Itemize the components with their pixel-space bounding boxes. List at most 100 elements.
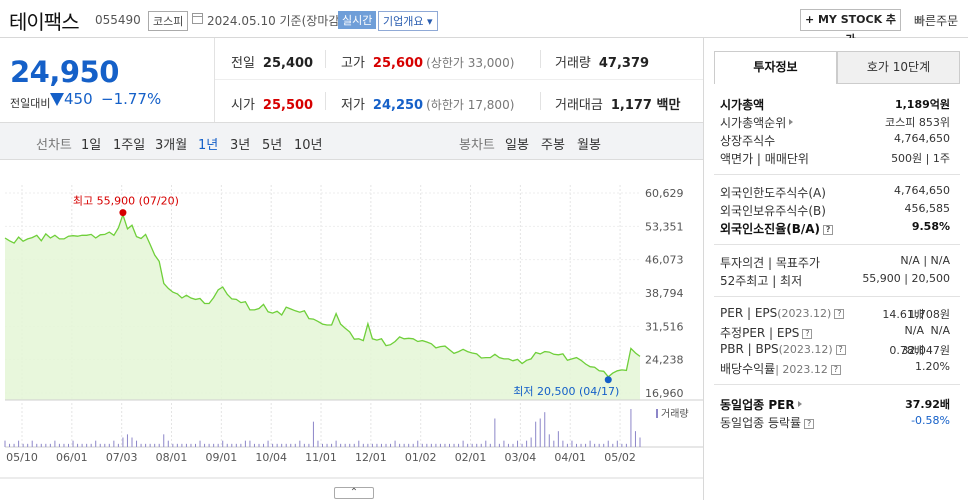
triangle-right-icon[interactable] — [789, 119, 794, 125]
high-marker — [119, 209, 127, 217]
quick-order-button[interactable]: 빠른주문 — [914, 14, 959, 28]
info-value: 1,708원 — [908, 308, 950, 321]
info-label-text: 시가총액 — [720, 98, 765, 112]
help-icon[interactable]: ? — [823, 225, 834, 235]
info-label: 배당수익률| 2023.12? — [720, 360, 841, 377]
tab-candle-weekly[interactable]: 주봉 — [541, 138, 565, 153]
info-label-text: PER | EPS — [720, 306, 778, 320]
info-label-text: 상장주식수 — [720, 134, 776, 148]
change-value: 450 — [64, 90, 93, 108]
info-value-primary: N/A — [904, 324, 924, 337]
divider — [325, 50, 326, 68]
info-value: 32,047원 — [901, 344, 950, 357]
x-tick-label: 05/10 — [6, 451, 38, 464]
info-label-text: 배당수익률 — [720, 362, 776, 376]
price-line — [4, 212, 641, 378]
collapse-button[interactable]: ⌃ — [334, 487, 374, 499]
x-tick-label: 07/03 — [106, 451, 138, 464]
change-label: 전일대비 — [10, 97, 51, 110]
tab-investment-info[interactable]: 투자정보 — [714, 51, 837, 84]
info-value-primary: 0.78배 — [889, 344, 924, 357]
tab-period-1w[interactable]: 1주일 — [113, 138, 146, 153]
chart-period-tabs: 선차트 1일 1주일 3개월 1년 3년 5년 10년 봉차트 일봉 주봉 월봉 — [0, 122, 703, 160]
stock-header: 테이팩스 055490 코스피 2024.05.10 기준(장마감) 실시간 기… — [0, 0, 968, 46]
price-chart[interactable]: 60,629 53,351 46,073 38,794 31,516 24,238 16,9… — [0, 160, 703, 500]
help-icon[interactable]: ? — [804, 419, 815, 429]
info-label-text: 52주최고 | 최저 — [720, 274, 803, 288]
info-row: 시가총액순위 코스피 853위 — [714, 114, 960, 132]
tab-line-chart[interactable]: 선차트 — [36, 138, 72, 153]
triangle-right-icon[interactable] — [797, 401, 802, 407]
info-label: 상장주식수 — [720, 132, 775, 149]
info-value: 55,900 | 20,500 — [862, 272, 950, 285]
info-row: 52주최고 | 최저 55,900 | 20,500 — [714, 272, 960, 290]
price-box: 24,950 전일대비 450 −1.77% — [0, 38, 215, 122]
tab-candle-chart[interactable]: 봉차트 — [459, 138, 495, 153]
info-label: 외국인소진율(B/A)? — [720, 220, 834, 237]
info-label-text: 외국인소진율(B/A) — [720, 222, 821, 236]
info-section: 시가총액 1,189억원 시가총액순위 코스피 853위 상장주식수 4,764,650 액… — [714, 96, 960, 175]
info-label: 외국인보유주식수(B) — [720, 202, 826, 219]
info-label: 52주최고 | 최저 — [720, 272, 802, 289]
divider — [325, 92, 326, 110]
realtime-badge[interactable]: 실시간 — [338, 11, 377, 29]
tab-candle-daily[interactable]: 일봉 — [505, 138, 529, 153]
x-tick-label: 04/01 — [554, 451, 586, 464]
info-row: 외국인소진율(B/A)? 9.58% — [714, 220, 960, 238]
info-label: 액면가 | 매매단위 — [720, 150, 809, 167]
info-label: 시가총액 — [720, 96, 764, 113]
add-my-stock-button[interactable]: + MY STOCK 추가 — [800, 9, 901, 46]
x-tick-label: 06/01 — [56, 451, 88, 464]
info-label: 투자의견 | 목표주가 — [720, 254, 820, 271]
price-area — [5, 214, 640, 400]
company-overview-dropdown[interactable]: 기업개요 ▾ — [378, 11, 438, 31]
info-row: 액면가 | 매매단위 500원 | 1주 — [714, 150, 960, 168]
info-row: 외국인보유주식수(B) 456,585 — [714, 202, 960, 220]
help-icon[interactable]: ? — [835, 345, 846, 355]
x-tick-label: 03/04 — [505, 451, 537, 464]
info-label-period: (2023.12) — [777, 307, 832, 320]
stats-row-1: 전일 25,400 고가 25,600 (상한가 33,000) 거래량 47,379 — [215, 38, 703, 80]
info-label: 동일업종 등락률? — [720, 414, 815, 431]
info-label-period: | 2023.12 — [775, 363, 828, 376]
high-label: 최고 55,900 (07/20) — [73, 195, 179, 208]
info-row: 투자의견 | 목표주가 N/A | N/A — [714, 254, 960, 272]
low-label: 최저 20,500 (04/17) — [513, 385, 619, 398]
info-section: 투자의견 | 목표주가 N/A | N/A 52주최고 | 최저 55,900 | 2… — [714, 254, 960, 297]
tab-candle-monthly[interactable]: 월봉 — [577, 138, 601, 153]
info-tabs: 투자정보 호가 10단계 — [714, 51, 960, 84]
tab-period-1d[interactable]: 1일 — [81, 138, 102, 153]
info-value: 9.58% — [911, 220, 950, 233]
market-badge: 코스피 — [148, 11, 189, 31]
help-icon[interactable]: ? — [834, 309, 845, 319]
tab-order-book[interactable]: 호가 10단계 — [837, 51, 960, 84]
tab-period-3m[interactable]: 3개월 — [155, 138, 188, 153]
y-tick-label: 16,960 — [645, 387, 684, 400]
info-value: 1.20% — [915, 360, 950, 373]
info-label-text: 투자의견 | 목표주가 — [720, 256, 820, 270]
info-row: 동일업종 등락률? -0.58% — [714, 414, 960, 432]
tab-period-5y[interactable]: 5년 — [262, 138, 283, 153]
help-icon[interactable]: ? — [830, 365, 841, 375]
help-icon[interactable]: ? — [802, 329, 813, 339]
info-label-period: (2023.12) — [778, 343, 833, 356]
current-price: 24,950 — [10, 55, 119, 89]
x-tick-label: 11/01 — [305, 451, 337, 464]
info-label: 추정PER | EPS? — [720, 324, 813, 341]
price-stats: 전일 25,400 고가 25,600 (상한가 33,000) 거래량 47,379 … — [215, 38, 703, 122]
stock-code: 055490 — [95, 13, 141, 27]
info-row: PBR | BPS(2023.12)? 0.78배 32,047원 — [714, 342, 960, 360]
volume-legend-swatch — [656, 409, 658, 418]
info-section: PER | EPS(2023.12)? 14.61배 1,708원 추정PER | E… — [714, 306, 960, 385]
tab-period-3y[interactable]: 3년 — [230, 138, 251, 153]
info-row: 시가총액 1,189억원 — [714, 96, 960, 114]
info-row: 동일업종 PER 37.92배 — [714, 396, 960, 414]
info-label-text: 액면가 | 매매단위 — [720, 152, 809, 166]
stat-high: 고가 25,600 (상한가 33,000) — [341, 56, 515, 71]
tab-period-10y[interactable]: 10년 — [294, 138, 323, 153]
info-row: 추정PER | EPS? N/A N/A — [714, 324, 960, 342]
y-tick-label: 46,073 — [645, 254, 684, 267]
tab-period-1y[interactable]: 1년 — [198, 138, 219, 153]
info-label: PBR | BPS(2023.12)? — [720, 342, 846, 356]
